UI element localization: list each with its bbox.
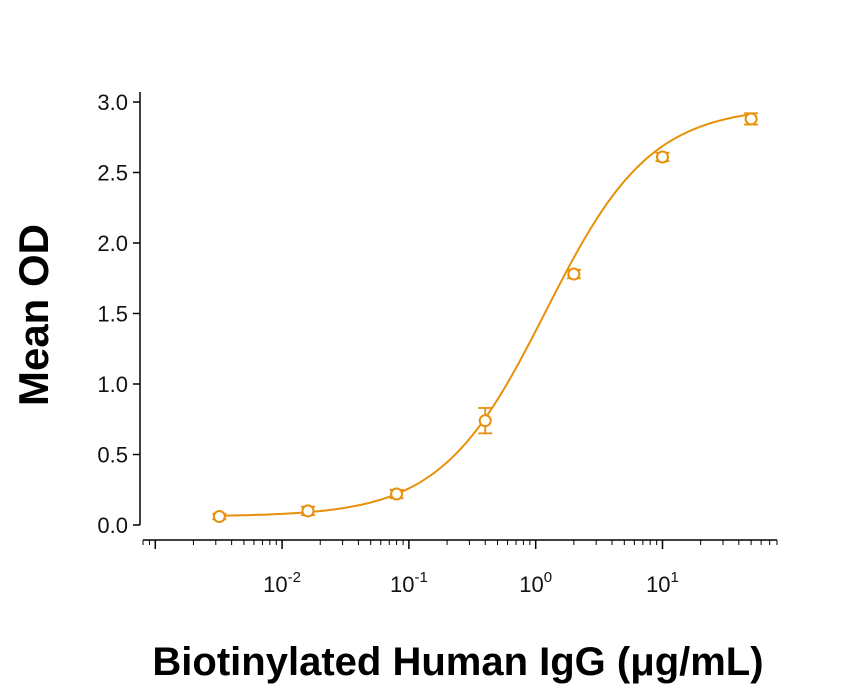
y-tick-label: 0.5 — [97, 443, 128, 468]
data-point — [566, 267, 581, 281]
data-point — [655, 150, 670, 164]
y-tick-label: 2.0 — [97, 231, 128, 256]
y-tick-label: 2.5 — [97, 161, 128, 186]
x-tick-label: 10-1 — [390, 569, 428, 597]
data-point — [744, 112, 759, 126]
y-axis: 0.0 0.5 1.0 1.5 2.0 2.5 3.0 — [97, 90, 141, 538]
data-point — [389, 487, 404, 501]
data-marker — [744, 112, 758, 126]
data-point — [478, 407, 493, 435]
x-axis-title: Biotinylated Human IgG (μg/mL) — [152, 640, 763, 684]
x-axis: 10-2 10-1 100 101 — [142, 539, 778, 597]
x-tick-label: 10-2 — [263, 569, 301, 597]
data-point — [300, 504, 315, 518]
data-marker — [567, 267, 581, 281]
data-marker — [390, 487, 404, 501]
x-tick-label: 100 — [519, 569, 552, 597]
y-tick-label: 1.0 — [97, 372, 128, 397]
data-marker — [478, 414, 492, 428]
y-tick-label: 3.0 — [97, 90, 128, 115]
data-points — [212, 112, 759, 524]
fit-curve — [219, 113, 752, 517]
y-tick-label: 1.5 — [97, 302, 128, 327]
y-tick-label: 0.0 — [97, 513, 128, 538]
data-marker — [301, 504, 315, 518]
x-tick-label: 101 — [646, 569, 679, 597]
data-point — [212, 510, 227, 524]
data-marker — [655, 150, 669, 164]
y-axis-title: Mean OD — [10, 224, 57, 406]
data-marker — [212, 510, 226, 524]
